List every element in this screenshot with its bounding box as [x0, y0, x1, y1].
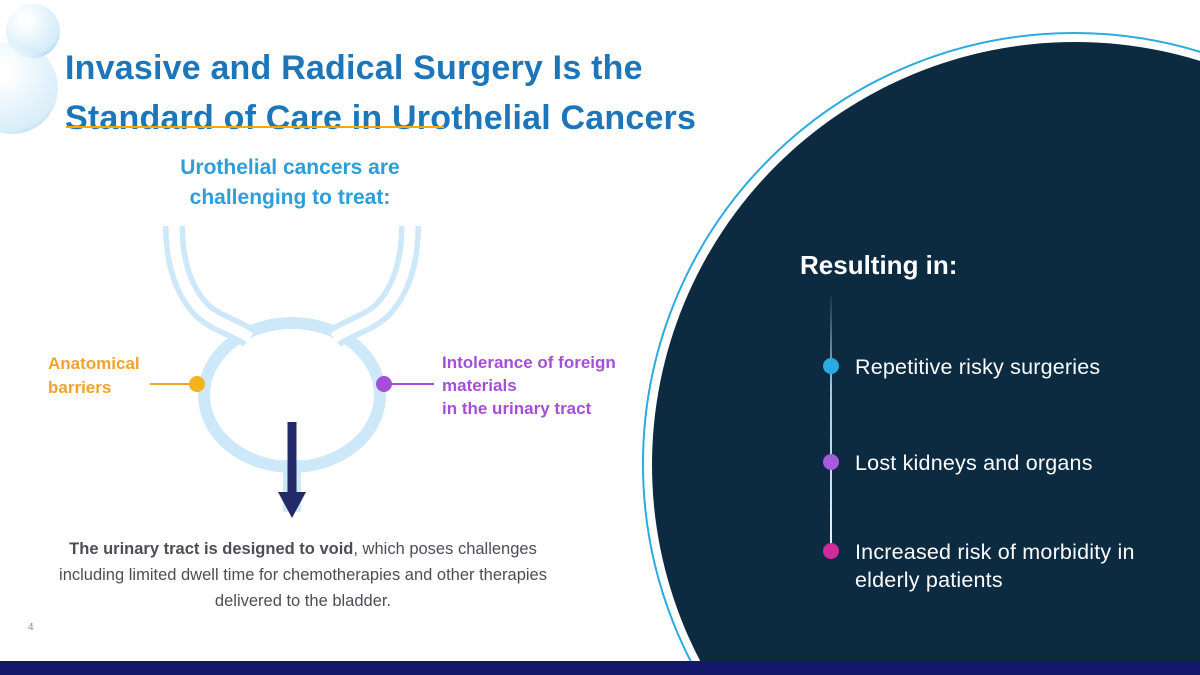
ureter-right-inner [330, 225, 416, 343]
callout-left-line1: Anatomical [48, 354, 140, 373]
timeline-item: Increased risk of morbidity in elderly p… [823, 538, 1160, 594]
timeline-dot-cyan [823, 358, 839, 374]
diagram-heading-line2: challenging to treat: [189, 186, 391, 209]
callout-anatomical-barriers: Anatomical barriers [48, 352, 168, 400]
timeline-item: Repetitive risky surgeries [823, 353, 1100, 381]
timeline-dot-purple [823, 454, 839, 470]
panel-heading: Resulting in: [800, 250, 958, 280]
callout-foreign-materials: Intolerance of foreign materials in the … [442, 351, 662, 420]
timeline-item-label: Lost kidneys and organs [855, 451, 1093, 475]
callout-left-line2: barriers [48, 378, 112, 397]
callout-left-dot [189, 376, 205, 392]
page-title-line2: Standard of Care in Urothelial Cancers [65, 98, 697, 137]
diagram-heading-line1: Urothelial cancers are [180, 156, 400, 179]
footnote-rest: , which poses challenges including limit… [59, 540, 547, 610]
timeline-dot-magenta [823, 543, 839, 559]
bubble-icon [0, 42, 58, 134]
page-title-line1: Invasive and Radical Surgery Is the [65, 48, 643, 87]
callout-right-dot [376, 376, 392, 392]
down-arrow-head [278, 492, 306, 518]
title-underline [66, 126, 444, 128]
footnote-text: The urinary tract is designed to void, w… [38, 536, 568, 614]
timeline-item: Lost kidneys and organs [823, 449, 1093, 477]
ureter-left-inner [168, 225, 254, 343]
urinary-tract-diagram [163, 225, 421, 518]
callout-right-line3: in the urinary tract [442, 399, 592, 418]
callout-right-line2: materials [442, 376, 517, 395]
bottom-accent-bar [0, 661, 1200, 675]
diagram-heading: Urothelial cancers are challenging to tr… [120, 153, 460, 213]
timeline-item-label: Increased risk of morbidity in elderly p… [855, 540, 1135, 592]
callout-right-connector [392, 383, 434, 385]
page-title: Invasive and Radical Surgery Is the Stan… [65, 43, 696, 143]
page-number: 4 [28, 622, 34, 633]
timeline-item-label: Repetitive risky surgeries [855, 355, 1101, 379]
callout-left-connector [150, 383, 192, 385]
footnote-bold: The urinary tract is designed to void [69, 540, 354, 558]
timeline-line [830, 296, 832, 559]
callout-right-line1: Intolerance of foreign [442, 353, 616, 372]
